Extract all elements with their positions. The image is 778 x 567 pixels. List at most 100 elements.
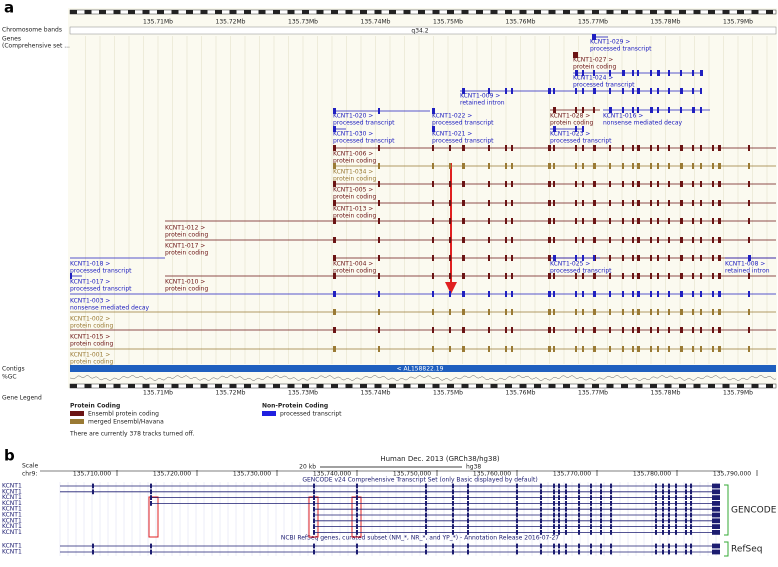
- exon: [680, 88, 683, 94]
- exon: [540, 501, 542, 506]
- ruler-segment: [273, 10, 280, 14]
- exon: [712, 145, 714, 151]
- exon: [540, 495, 542, 500]
- ruler-segment: [215, 10, 222, 14]
- ruler-label: 135.79Mb: [723, 19, 753, 26]
- exon: [432, 273, 434, 279]
- exon: [313, 549, 315, 555]
- exon: [505, 273, 507, 279]
- chrom-label: chr9:: [22, 471, 37, 478]
- exon: [637, 70, 639, 76]
- exon: [516, 530, 518, 535]
- transcript-type: protein coding: [333, 194, 376, 201]
- exon: [553, 518, 555, 524]
- exon: [553, 543, 555, 549]
- exon: [700, 255, 702, 261]
- exon: [511, 255, 513, 261]
- transcript-type: protein coding: [165, 250, 208, 257]
- exon: [692, 145, 694, 151]
- exon: [516, 501, 518, 506]
- legend-label: processed transcript: [280, 411, 342, 418]
- exon: [700, 346, 702, 352]
- ruler-segment: [577, 10, 585, 14]
- exon: [356, 530, 358, 535]
- exon: [657, 218, 659, 224]
- exon: [650, 309, 652, 315]
- exon: [662, 524, 664, 529]
- ruler-segment: [563, 384, 570, 388]
- exon: [712, 524, 720, 529]
- exon: [600, 549, 602, 555]
- row-label: KCNT1: [2, 512, 22, 519]
- exon: [425, 549, 427, 555]
- exon: [700, 88, 702, 94]
- exon: [675, 483, 677, 489]
- exon: [333, 126, 335, 132]
- bracket: [724, 484, 729, 536]
- transcript-name: KCNT1-029 >: [590, 39, 630, 46]
- exon: [540, 489, 542, 495]
- exon: [548, 145, 551, 151]
- exon: [548, 88, 551, 94]
- exon: [712, 543, 720, 549]
- legend-heading: Protein Coding: [70, 403, 120, 410]
- exon: [700, 273, 702, 279]
- exon: [575, 346, 577, 352]
- exon: [632, 163, 634, 169]
- exon: [462, 255, 465, 261]
- ruler-segment: [229, 384, 237, 388]
- exon: [356, 549, 358, 555]
- transcript-name: KCNT1-021 >: [432, 131, 472, 138]
- exon: [432, 163, 434, 169]
- exon: [505, 145, 507, 151]
- exon: [600, 483, 602, 489]
- exon: [632, 218, 634, 224]
- position-label: 135,740,000: [313, 471, 351, 478]
- exon: [558, 549, 560, 555]
- exon: [553, 107, 556, 113]
- position-label: 135,790,000: [713, 471, 751, 478]
- exon: [685, 495, 687, 500]
- ruler-label: 135.78Mb: [651, 19, 681, 26]
- ruler-segment: [621, 384, 628, 388]
- exon: [505, 163, 507, 169]
- exon: [452, 489, 454, 495]
- exon: [700, 237, 702, 243]
- exon: [590, 501, 592, 506]
- exon: [462, 309, 465, 315]
- exon: [675, 506, 677, 512]
- exon: [668, 200, 670, 206]
- exon: [548, 255, 551, 261]
- exon: [655, 483, 657, 489]
- ruler-segment: [722, 10, 730, 14]
- exon: [582, 255, 584, 261]
- note: There are currently 378 tracks turned of…: [69, 431, 195, 438]
- ruler-segment: [389, 10, 396, 14]
- exon: [553, 255, 556, 261]
- ruler-segment: [635, 10, 643, 14]
- exon: [150, 549, 152, 555]
- exon: [632, 107, 634, 113]
- exon: [432, 237, 434, 243]
- panel-label: a: [4, 0, 14, 17]
- exon: [488, 218, 490, 224]
- exon: [449, 218, 451, 224]
- exon: [582, 70, 584, 76]
- exon: [622, 200, 624, 206]
- exon: [548, 237, 551, 243]
- exon: [609, 88, 611, 94]
- exon: [610, 518, 612, 524]
- exon: [462, 88, 465, 94]
- exon: [637, 309, 640, 315]
- exon: [668, 255, 670, 261]
- exon: [553, 163, 555, 169]
- exon: [313, 524, 315, 529]
- exon: [650, 346, 652, 352]
- exon: [313, 483, 315, 489]
- transcript-type: protein coding: [333, 176, 376, 183]
- exon: [449, 181, 451, 187]
- row-label: KCNT1: [2, 529, 22, 536]
- exon: [488, 309, 490, 315]
- exon: [432, 291, 434, 297]
